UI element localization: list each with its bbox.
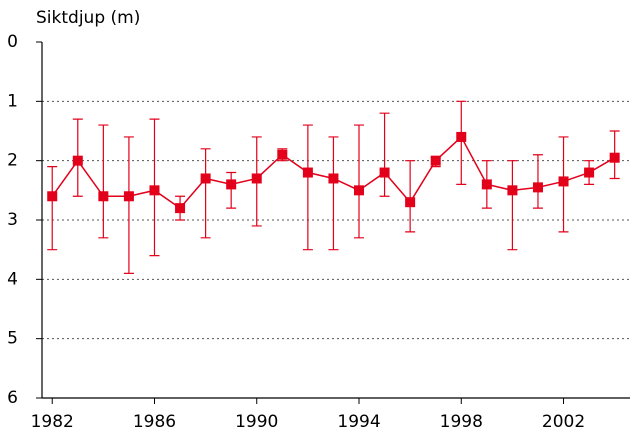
y-tick-label: 5: [7, 329, 18, 349]
marker: [251, 173, 262, 184]
error-bar: [47, 166, 58, 251]
marker: [430, 155, 441, 166]
marker: [532, 182, 543, 193]
marker: [47, 191, 58, 202]
y-tick-label: 3: [7, 210, 18, 230]
marker: [609, 152, 620, 163]
error-bar: [354, 124, 365, 239]
x-tick-label: 2002: [542, 412, 585, 432]
x-tick-label: 1982: [31, 412, 74, 432]
y-tick-label: 6: [7, 388, 18, 408]
marker: [226, 179, 237, 190]
marker: [354, 185, 365, 196]
chart-title: Siktdjup (m): [36, 8, 140, 28]
y-tick-label: 4: [7, 269, 18, 289]
marker: [149, 185, 160, 196]
error-bar: [456, 100, 467, 185]
marker: [98, 191, 109, 202]
marker: [379, 167, 390, 178]
marker: [72, 155, 83, 166]
marker: [302, 167, 313, 178]
error-bar: [532, 154, 543, 209]
marker: [584, 167, 595, 178]
marker: [200, 173, 211, 184]
marker: [481, 179, 492, 190]
marker: [456, 131, 467, 142]
error-bar: [200, 148, 211, 239]
error-bar: [226, 171, 237, 209]
marker: [277, 149, 288, 160]
error-bar: [98, 124, 109, 239]
y-tick-label: 1: [7, 91, 18, 111]
x-tick-label: 1994: [337, 412, 380, 432]
x-tick-label: 1986: [133, 412, 176, 432]
marker: [405, 197, 416, 208]
error-bar: [302, 124, 313, 251]
error-bar: [405, 160, 416, 233]
marker: [123, 191, 134, 202]
marker: [558, 176, 569, 187]
error-bar: [379, 112, 390, 197]
error-bar: [507, 160, 518, 251]
y-tick-label: 0: [7, 32, 18, 52]
y-tick-label: 2: [7, 151, 18, 171]
marker: [507, 185, 518, 196]
error-bar: [123, 136, 134, 274]
marker: [175, 203, 186, 214]
x-tick-label: 1990: [235, 412, 278, 432]
marker: [328, 173, 339, 184]
x-tick-label: 1998: [440, 412, 483, 432]
error-bar: [328, 136, 339, 251]
